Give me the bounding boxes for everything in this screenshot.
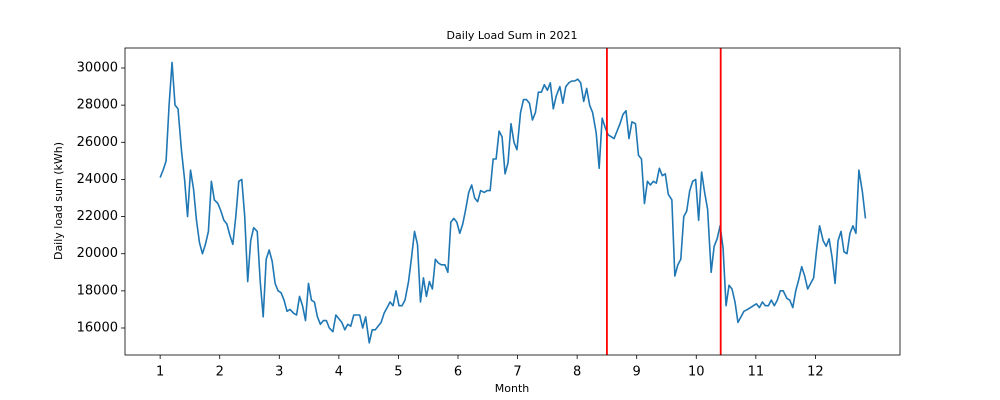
- chart-title: Daily Load Sum in 2021: [447, 29, 578, 42]
- y-tick-label: 22000: [77, 209, 118, 224]
- x-tick-label: 8: [573, 365, 581, 380]
- y-tick-label: 20000: [77, 246, 118, 261]
- x-tick-label: 10: [688, 365, 705, 380]
- x-tick-label: 3: [275, 365, 283, 380]
- x-axis-label: Month: [495, 382, 530, 395]
- x-tick-label: 2: [216, 365, 224, 380]
- y-tick-label: 28000: [77, 98, 118, 113]
- x-tick-label: 5: [394, 365, 402, 380]
- data-line: [159, 61, 867, 344]
- y-tick-label: 26000: [77, 135, 118, 150]
- x-tick-label: 1: [156, 365, 164, 380]
- y-tick-label: 24000: [77, 172, 118, 187]
- y-tick-label: 18000: [77, 283, 118, 298]
- y-axis-label: Daily load sum (kWh): [52, 142, 65, 260]
- x-tick-label: 4: [335, 365, 343, 380]
- x-tick-label: 7: [513, 365, 521, 380]
- x-tick-label: 12: [807, 365, 824, 380]
- x-tick-label: 9: [633, 365, 641, 380]
- x-tick-label: 11: [748, 365, 765, 380]
- plot-frame: [124, 47, 901, 356]
- x-tick-label: 6: [454, 365, 462, 380]
- y-tick-label: 30000: [77, 61, 118, 76]
- y-tick-label: 16000: [77, 320, 118, 335]
